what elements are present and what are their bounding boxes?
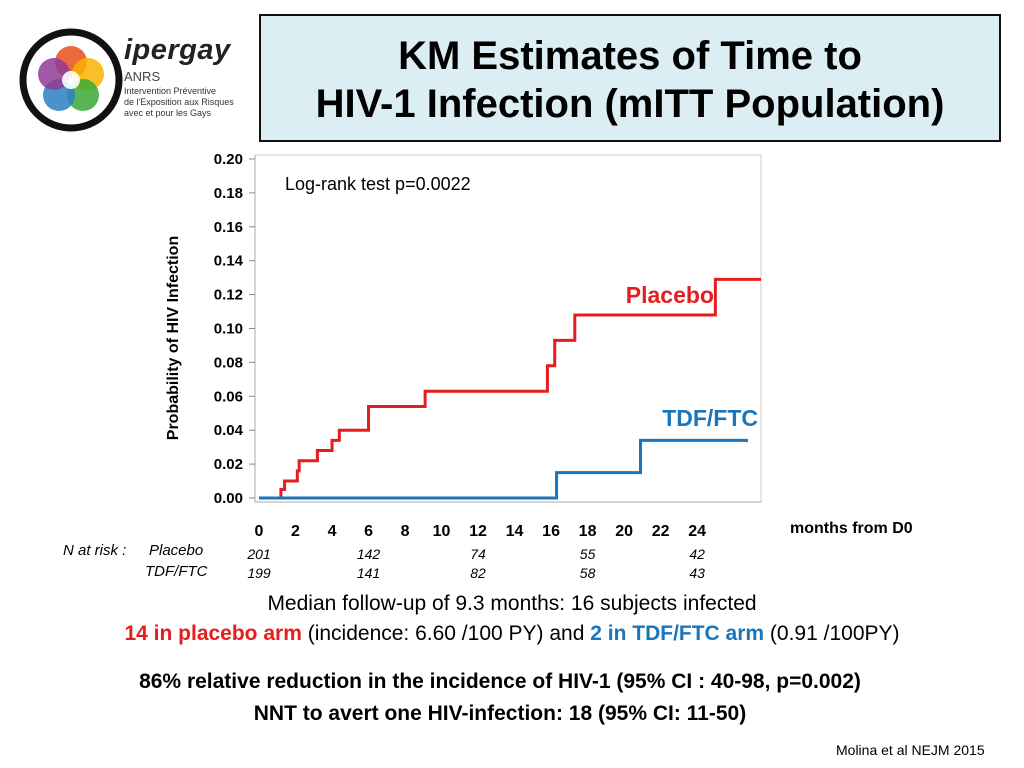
at-risk-placebo-value: 42 — [689, 546, 705, 562]
y-tick-label: 0.12 — [214, 287, 243, 304]
x-axis-label: months from D0 — [790, 520, 913, 537]
logo-subtitle-2: de l'Exposition aux Risques — [124, 97, 234, 107]
logo-subtitle-1: Intervention Préventive — [124, 86, 217, 96]
at-risk-tdf-value: 199 — [247, 565, 271, 581]
x-tick-label: 6 — [364, 523, 373, 540]
tdf-ftc-curve — [259, 438, 748, 500]
at-risk-tdf-value: 141 — [357, 565, 380, 581]
slide-title: KM Estimates of Time to HIV-1 Infection … — [259, 14, 1001, 142]
placebo-curve — [259, 277, 761, 500]
placebo-incidence: (incidence: 6.60 /100 PY) and — [301, 622, 591, 645]
logo-flower-icon — [38, 46, 104, 111]
at-risk-placebo-value: 74 — [470, 546, 486, 562]
x-tick-label: 2 — [291, 523, 300, 540]
y-axis-label: Probability of HIV Infection — [165, 236, 182, 440]
at-risk-placebo-value: 55 — [580, 546, 596, 562]
logo-subtitle-3: avec et pour les Gays — [124, 108, 212, 118]
y-tick-label: 0.18 — [214, 185, 243, 202]
at-risk-placebo-value: 201 — [246, 546, 270, 562]
nnt-statement: NNT to avert one HIV-infection: 18 (95% … — [253, 702, 747, 725]
arm-summary: 14 in placebo arm (incidence: 6.60 /100 … — [0, 622, 1024, 646]
y-tick-label: 0.06 — [214, 388, 243, 405]
at-risk-label: N at risk : — [63, 542, 127, 559]
logo-org: ANRS — [124, 69, 161, 84]
y-tick-label: 0.02 — [214, 456, 243, 473]
y-tick-label: 0.04 — [214, 422, 244, 439]
x-tick-label: 20 — [615, 523, 633, 540]
y-tick-label: 0.00 — [214, 490, 243, 507]
y-tick-label: 0.20 — [214, 151, 243, 168]
citation: Molina et al NEJM 2015 — [836, 742, 985, 758]
at-risk-placebo-value: 142 — [357, 546, 381, 562]
followup-summary: Median follow-up of 9.3 months: 16 subje… — [267, 592, 757, 615]
x-tick-label: 4 — [328, 523, 337, 540]
x-tick-label: 0 — [255, 523, 264, 540]
legend-placebo: Placebo — [626, 282, 714, 308]
x-tick-label: 16 — [542, 523, 560, 540]
x-tick-label: 14 — [506, 523, 524, 540]
legend-tdf-ftc: TDF/FTC — [662, 405, 758, 431]
x-tick-label: 10 — [433, 523, 451, 540]
relative-reduction: 86% relative reduction in the incidence … — [139, 670, 861, 693]
tdf-arm-count: 2 in TDF/FTC arm — [590, 622, 765, 645]
x-tick-label: 22 — [652, 523, 670, 540]
tdf-incidence: (0.91 /100PY) — [764, 622, 900, 645]
placebo-arm-count: 14 in placebo arm — [124, 622, 302, 645]
at-risk-tdf-value: 43 — [689, 565, 705, 581]
y-tick-label: 0.14 — [214, 253, 244, 270]
y-tick-label: 0.16 — [214, 219, 243, 236]
ipergay-logo — [19, 28, 123, 132]
at-risk-row-tdf-ftc: TDF/FTC — [145, 563, 208, 580]
x-tick-label: 8 — [401, 523, 410, 540]
at-risk-tdf-value: 58 — [580, 565, 596, 581]
x-tick-label: 12 — [469, 523, 487, 540]
log-rank-annotation: Log-rank test p=0.0022 — [285, 174, 471, 194]
y-tick-label: 0.10 — [214, 321, 243, 338]
at-risk-row-placebo: Placebo — [149, 542, 204, 559]
logo-wordmark: ipergay — [124, 34, 231, 66]
y-tick-label: 0.08 — [214, 354, 243, 371]
x-tick-label: 24 — [688, 523, 706, 540]
title-line-1: KM Estimates of Time to — [398, 34, 862, 78]
title-line-2: HIV-1 Infection (mITT Population) — [315, 82, 945, 126]
at-risk-tdf-value: 82 — [470, 565, 486, 581]
x-tick-label: 18 — [579, 523, 597, 540]
